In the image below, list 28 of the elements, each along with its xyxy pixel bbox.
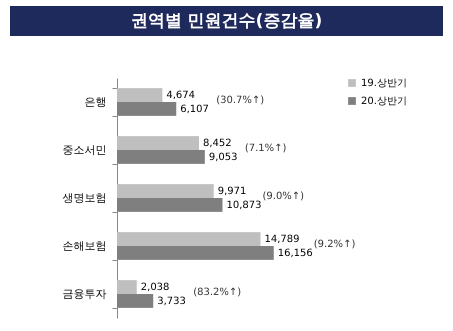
data-label: 8,452 <box>203 138 232 150</box>
y-tick-label: 생명보험 <box>62 192 106 204</box>
legend-label: 20.상반기 <box>361 96 407 107</box>
data-label: 2,038 <box>140 282 170 294</box>
data-label: 14,789 <box>264 234 300 246</box>
annotation: (9.0%↑) <box>262 191 304 202</box>
chart-title: 권역별 민원건수(증감율) <box>10 6 443 36</box>
data-label: 3,733 <box>157 296 186 307</box>
data-label: 4,674 <box>166 90 195 102</box>
data-label: 6,107 <box>180 104 209 115</box>
data-label: 16,156 <box>278 248 313 259</box>
y-tick-label: 중소서민 <box>62 144 106 156</box>
text: (9.2%↑) <box>314 239 356 250</box>
bar <box>117 280 137 294</box>
data-label: 9,971 <box>218 186 246 198</box>
bar <box>117 88 162 102</box>
bar <box>117 232 260 246</box>
y-tick-label: 금융투자 <box>62 288 106 300</box>
y-tick-label: 은행 <box>84 96 106 108</box>
annotation: (7.1%↑) <box>244 143 287 154</box>
legend-label: 19.상반기 <box>361 78 407 89</box>
bar <box>117 136 200 150</box>
data-label: 10,873 <box>226 200 262 211</box>
annotation: (83.2%↑) <box>193 287 242 298</box>
bar <box>117 184 214 198</box>
annotation: (30.7%↑) <box>216 95 264 106</box>
data-label: 9,053 <box>208 152 238 163</box>
y-tick-label: 손해보험 <box>62 240 106 252</box>
